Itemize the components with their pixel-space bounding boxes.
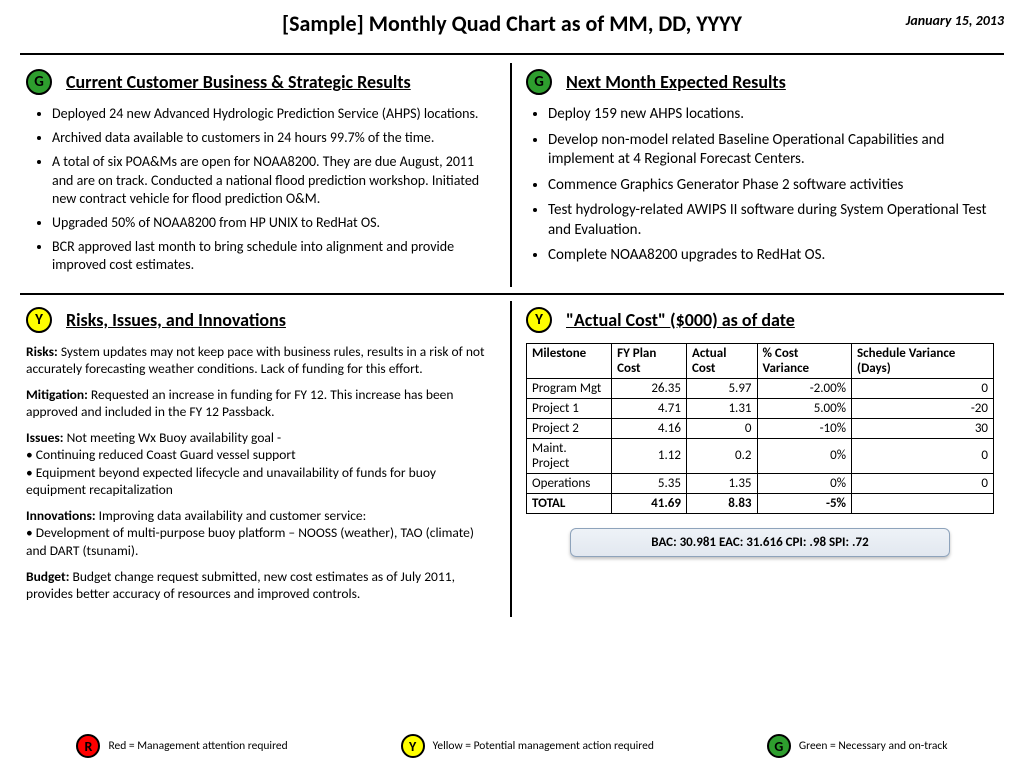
list-item: Test hydrology-related AWIPS II software… [548,201,994,240]
quadrant-current-results: G Current Customer Business & Strategic … [20,63,512,287]
list-item: Develop non-model related Baseline Opera… [548,131,994,170]
section-title-q3: Risks, Issues, and Innovations [66,309,286,331]
bullets-q1: Deployed 24 new Advanced Hydrologic Pred… [26,105,496,275]
col-cost-variance: % Cost Variance [757,343,852,378]
divider-mid [20,293,1004,295]
list-item: Deploy 159 new AHPS locations. [548,105,994,125]
section-head-q1: G Current Customer Business & Strategic … [26,69,496,95]
table-row: Project 24.160-10%30 [527,418,994,438]
risks-text: Risks: System updates may not keep pace … [26,343,496,378]
section-title-q1: Current Customer Business & Strategic Re… [66,71,411,93]
quad-row-2: Y Risks, Issues, and Innovations Risks: … [20,301,1004,617]
divider-top [20,53,1004,55]
status-badge-q4: Y [526,307,552,333]
mitigation-text: Mitigation: Requested an increase in fun… [26,386,496,421]
col-plan-cost: FY Plan Cost [612,343,687,378]
col-actual-cost: Actual Cost [686,343,757,378]
legend-text-yellow: Yellow = Potential management action req… [433,739,654,753]
list-item: A total of six POA&Ms are open for NOAA8… [52,153,496,208]
table-row: Project 14.711.315.00%-20 [527,398,994,418]
section-title-q2: Next Month Expected Results [566,71,786,93]
legend: R Red = Management attention required Y … [20,734,1004,758]
quadrant-cost: Y "Actual Cost" ($000) as of date Milest… [512,301,1004,617]
legend-text-red: Red = Management attention required [108,739,287,753]
section-title-q4: "Actual Cost" ($000) as of date [566,309,795,331]
col-milestone: Milestone [527,343,612,378]
table-row: Program Mgt26.355.97-2.00%0 [527,378,994,398]
col-schedule-variance: Schedule Variance (Days) [852,343,994,378]
legend-green: G Green = Necessary and on-track [767,734,948,758]
table-row: Maint. Project1.120.20%0 [527,438,994,473]
legend-badge-green: G [767,734,791,758]
section-head-q3: Y Risks, Issues, and Innovations [26,307,496,333]
legend-text-green: Green = Necessary and on-track [799,739,948,753]
page-title: [Sample] Monthly Quad Chart as of MM, DD… [282,10,742,37]
list-item: Deployed 24 new Advanced Hydrologic Pred… [52,105,496,123]
list-item: Commence Graphics Generator Phase 2 soft… [548,176,994,196]
budget-text: Budget: Budget change request submitted,… [26,568,496,603]
quadrant-risks: Y Risks, Issues, and Innovations Risks: … [20,301,512,617]
bullets-q2: Deploy 159 new AHPS locations. Develop n… [526,105,994,266]
cost-table: Milestone FY Plan Cost Actual Cost % Cos… [526,343,994,514]
list-item: Complete NOAA8200 upgrades to RedHat OS. [548,246,994,266]
table-header-row: Milestone FY Plan Cost Actual Cost % Cos… [527,343,994,378]
status-badge-q1: G [26,69,52,95]
status-badge-q2: G [526,69,552,95]
header: [Sample] Monthly Quad Chart as of MM, DD… [20,10,1004,37]
metrics-box: BAC: 30.981 EAC: 31.616 CPI: .98 SPI: .7… [570,528,950,557]
table-row: Operations5.351.350%0 [527,473,994,493]
section-head-q2: G Next Month Expected Results [526,69,994,95]
list-item: BCR approved last month to bring schedul… [52,238,496,274]
legend-badge-red: R [76,734,100,758]
quadrant-next-month: G Next Month Expected Results Deploy 159… [512,63,1004,287]
list-item: Archived data available to customers in … [52,129,496,147]
quad-row-1: G Current Customer Business & Strategic … [20,63,1004,287]
innovations-text: Innovations: Improving data availability… [26,507,496,560]
legend-red: R Red = Management attention required [76,734,287,758]
list-item: Upgraded 50% of NOAA8200 from HP UNIX to… [52,214,496,232]
legend-yellow: Y Yellow = Potential management action r… [401,734,654,758]
issues-text: Issues: Not meeting Wx Buoy availability… [26,429,496,499]
section-head-q4: Y "Actual Cost" ($000) as of date [526,307,994,333]
table-row-total: TOTAL41.698.83-5% [527,493,994,513]
status-badge-q3: Y [26,307,52,333]
legend-badge-yellow: Y [401,734,425,758]
report-date: January 15, 2013 [906,12,1004,29]
